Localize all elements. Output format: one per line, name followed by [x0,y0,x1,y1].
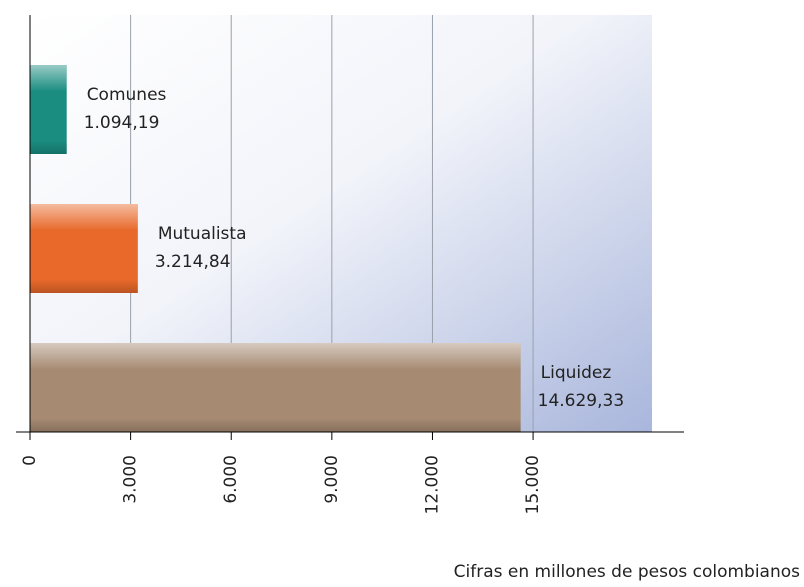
category-label: Liquidez [541,363,612,383]
category-label: Mutualista [158,224,247,244]
value-label: 1.094,19 [84,113,160,133]
bar-shine [30,65,67,154]
bar-shine [30,343,521,432]
x-axis-label: Cifras en millones de pesos colombianos [454,562,800,582]
value-label: 3.214,84 [155,252,231,272]
bar-shine [30,204,138,293]
x-tick-label: 15.000 [523,455,543,514]
x-tick-label: 9.000 [322,455,342,504]
category-label: Comunes [87,85,167,105]
x-tick-label: 0 [20,455,40,466]
x-tick-label: 6.000 [221,455,241,504]
value-label: 14.629,33 [538,391,625,411]
x-tick-label: 3.000 [121,455,141,504]
x-tick-label: 12.000 [422,455,442,514]
